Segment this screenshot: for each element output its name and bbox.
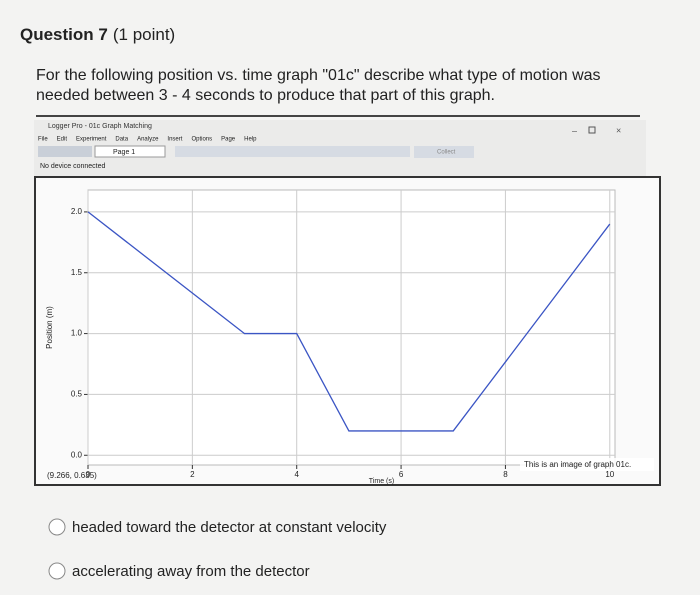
- collect-label: Collect: [437, 150, 456, 156]
- menu-bar: File Edit Experiment Data Analyze Insert Optio…: [38, 137, 257, 143]
- minimize[interactable]: –: [572, 125, 577, 135]
- radio[interactable]: [48, 518, 66, 536]
- menu-item[interactable]: File: [38, 137, 48, 143]
- x-tick-label: 8: [503, 470, 508, 479]
- note-box: [520, 458, 654, 471]
- collect-button[interactable]: [414, 146, 474, 158]
- maximize[interactable]: [588, 126, 596, 134]
- menu-item[interactable]: Help: [244, 137, 257, 143]
- prompt: For the following position vs. time grap…: [36, 67, 601, 84]
- x-tick-label: 0: [86, 470, 91, 479]
- y-tick-label: 0.0: [71, 450, 83, 459]
- y-tick-label: 1.0: [71, 329, 83, 338]
- menu-item[interactable]: Insert: [167, 137, 182, 143]
- toolbar-tools: [175, 146, 410, 157]
- plot-area: [87, 189, 616, 466]
- x-tick-label: 6: [399, 470, 404, 479]
- option[interactable]: accelerating away from the detector: [72, 563, 310, 580]
- page-label: Page 1: [113, 149, 135, 156]
- x-tick-label: 4: [294, 470, 299, 479]
- menu-item[interactable]: Analyze: [137, 137, 159, 143]
- data-line: [87, 211, 611, 432]
- x-tick-label: 2: [190, 470, 195, 479]
- note: This is an image of graph 01c.: [524, 460, 631, 469]
- y-tick-label: 1.5: [71, 268, 83, 277]
- status: No device connected: [40, 163, 105, 170]
- x-axis-label: Time (s): [369, 478, 394, 485]
- y-axis-label: Position (m): [45, 306, 54, 349]
- x-tick-label: 10: [605, 470, 614, 479]
- prompt: needed between 3 - 4 seconds to produce …: [36, 87, 495, 104]
- option[interactable]: headed toward the detector at constant v…: [72, 519, 387, 536]
- menu-item[interactable]: Options: [191, 137, 212, 143]
- readout: (9.266, 0.635): [47, 471, 97, 480]
- menu-item[interactable]: Page: [221, 137, 236, 143]
- y-tick-label: 0.5: [71, 390, 83, 399]
- question-number: Question 7: [20, 25, 108, 44]
- chart: 0.0 0.5 1.0 1.5 2.0 0 2 4 6 8 10 Time (s) Position (…: [45, 189, 654, 485]
- menu-item[interactable]: Experiment: [76, 137, 107, 143]
- y-tick-label: 2.0: [71, 207, 83, 216]
- question-points: (1 point): [113, 25, 175, 44]
- page-selector[interactable]: [94, 145, 166, 158]
- close[interactable]: ×: [616, 125, 621, 135]
- toolbar-icons: [38, 146, 92, 157]
- question-title: Question 7 (1 point): [20, 25, 175, 44]
- radio[interactable]: [48, 562, 66, 580]
- window-title: Logger Pro - 01c Graph Matching: [48, 123, 152, 130]
- menu-item[interactable]: Edit: [57, 137, 68, 143]
- menu-item[interactable]: Data: [115, 137, 128, 143]
